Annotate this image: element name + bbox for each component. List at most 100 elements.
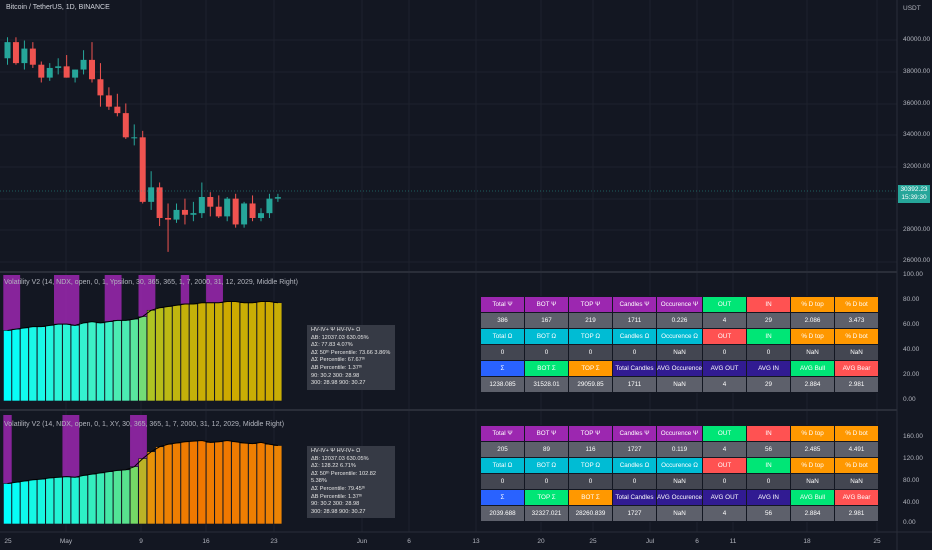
time-tick: 20: [537, 538, 545, 545]
volatility-bar: [138, 458, 147, 525]
stats-header-cell: Candles Ψ: [612, 296, 657, 313]
stats-header-cell: AVG OUT: [702, 360, 748, 377]
candle-body: [4, 42, 11, 59]
volatility-bar: [239, 302, 249, 402]
stats-value-cell: NaN: [834, 344, 880, 361]
stats-header-cell: Occurence Ψ: [655, 296, 704, 313]
time-tick: 6: [407, 538, 411, 545]
stats-header-cell: TOP Σ: [568, 360, 613, 377]
volatility-stats-table-1: Total Ψ BOT Ψ TOP Ψ Candles Ψ Occurence Ψ OUT…: [480, 296, 880, 393]
time-tick: 25: [873, 538, 881, 545]
stats-header-cell: Total Candles: [612, 360, 657, 377]
volatility-bar: [70, 325, 80, 402]
time-tick: 25: [4, 538, 12, 545]
price-tick: 26000.00: [903, 257, 931, 264]
volatility-bar: [62, 323, 71, 402]
stats-value-cell: 2.884: [790, 376, 836, 393]
stats-value-row: 386 167 219 1711 0.226 4 29 2.086 3.473: [480, 312, 880, 329]
stats-header-row: Σ TOP Σ BOT Σ Total Candles AVG Occurence AVG…: [480, 489, 880, 506]
candle-body: [38, 64, 45, 78]
volatility-bar: [214, 302, 224, 402]
stats-header-cell: AVG Bull: [790, 360, 836, 377]
time-tick: 25: [589, 538, 597, 545]
info-line: ΔΣ 50ᵗʰ Percentile: 73.66 3.86%: [311, 349, 391, 356]
volatility-bar: [87, 473, 97, 525]
info-line: 300: 28.98 900: 30.27: [311, 508, 366, 515]
volatility-pane-1-title: Volatility V2 (14, NDX, open, 0, 1, Ypsi…: [4, 279, 298, 286]
info-line: ΔΣ: 77.83 4.07%: [311, 342, 353, 349]
stats-header-cell: TOP Σ: [524, 489, 569, 506]
stats-value-cell: 116: [568, 441, 613, 458]
stats-value-row: 205 89 116 1727 0.119 4 56 2.485 4.491: [480, 441, 880, 458]
volatility-bar: [3, 483, 12, 525]
candle-body: [89, 59, 95, 80]
volatility-pane-2-title: Volatility V2 (14, NDX, open, 0, 1, XY, …: [4, 421, 285, 428]
candle-body: [63, 66, 70, 78]
stats-header-cell: BOT Ω: [524, 457, 569, 474]
stats-value-cell: 219: [568, 312, 613, 329]
vol2-tick: 80.00: [903, 477, 920, 484]
volatility-bar: [104, 321, 114, 402]
price-unit: USDT: [903, 5, 921, 12]
stats-header-cell: Total Ω: [480, 328, 525, 345]
volatility-bar: [222, 301, 232, 402]
candle-body: [215, 206, 222, 217]
volatility-bar: [197, 302, 207, 402]
candle-body: [181, 209, 188, 215]
time-tick: 11: [729, 538, 737, 545]
volatility-bar: [146, 309, 156, 402]
info-line: 300: 28.98 900: 30.27: [311, 380, 366, 387]
stats-value-cell: 0: [524, 473, 569, 490]
volatility-bar: [87, 321, 97, 402]
stats-value-cell: 1238.085: [480, 376, 525, 393]
info-line: ΔB: 12037.03 630.05%: [311, 334, 369, 341]
price-tick: 34000.00: [903, 131, 931, 138]
volatility-bar: [96, 322, 105, 402]
volatility-bar: [189, 440, 198, 525]
candle-body: [114, 106, 121, 114]
info-line: HV-IV+ Ψ HV-IV+ Ω: [311, 448, 361, 454]
stats-header-cell: Σ: [480, 489, 525, 506]
stats-header-cell: Occurence Ω: [655, 457, 704, 474]
stats-value-cell: 56: [746, 441, 792, 458]
vol2-tick: 160.00: [903, 433, 923, 440]
stats-value-cell: 0: [612, 473, 657, 490]
stats-header-cell: BOT Ψ: [524, 425, 569, 442]
time-tick: 18: [803, 538, 811, 545]
volatility-bar: [53, 323, 63, 402]
volatility-bar: [180, 303, 190, 402]
stats-header-cell: % D bot: [834, 328, 880, 345]
volatility-line: [7, 440, 278, 485]
stats-header-cell: BOT Σ: [568, 489, 613, 506]
volatility-bar: [172, 442, 181, 525]
candle-body: [131, 137, 138, 139]
candle-body: [173, 209, 180, 220]
volatility-bar: [265, 443, 274, 525]
stats-header-cell: IN: [746, 296, 792, 313]
candle-body: [97, 79, 104, 96]
stats-value-cell: 0: [702, 473, 748, 490]
stats-value-row: 0 0 0 0 NaN 0 0 NaN NaN: [480, 473, 880, 490]
stats-value-row: 1238.085 31528.01 29059.85 1711 NaN 4 29 2.884 2…: [480, 376, 880, 393]
volatility-bar: [28, 326, 38, 402]
price-tick: 36000.00: [903, 100, 931, 107]
stats-value-cell: 4: [702, 312, 748, 329]
info-line: ΔB: 12037.03 630.05%: [311, 455, 369, 462]
stats-header-cell: IN: [746, 457, 792, 474]
candle-body: [105, 95, 112, 107]
candle-body: [165, 217, 172, 220]
vol2-tick: 0.00: [903, 519, 916, 526]
info-line: 90: 30.2 300: 28.98: [311, 372, 360, 379]
volatility-bar: [273, 445, 283, 525]
volatility-bar: [79, 322, 88, 402]
stats-header-cell: Candles Ω: [612, 328, 657, 345]
stats-value-cell: NaN: [655, 505, 704, 522]
stats-value-cell: 29: [746, 312, 792, 329]
stats-value-cell: 1727: [612, 441, 657, 458]
vol1-tick: 20.00: [903, 371, 920, 378]
stats-value-cell: 29059.85: [568, 376, 613, 393]
last-price-badge: 30392.23 15:39:30: [898, 185, 930, 203]
stats-header-cell: % D top: [790, 296, 836, 313]
